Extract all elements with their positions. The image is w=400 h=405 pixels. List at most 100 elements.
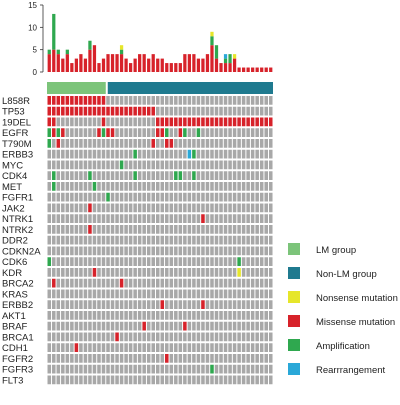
cell-none xyxy=(97,332,101,342)
cell-none xyxy=(155,203,160,213)
cell-none xyxy=(106,321,110,331)
bar-segment-missense xyxy=(83,58,88,72)
cell-none xyxy=(183,300,187,309)
legend-swatch-nonlm xyxy=(288,267,300,279)
cell-none xyxy=(192,235,196,245)
cell-none xyxy=(205,235,210,245)
bar-segment-amplification xyxy=(65,49,69,55)
legend-label-amplification: Amplification xyxy=(316,341,370,352)
cell-none xyxy=(210,225,214,234)
cell-none xyxy=(137,139,142,148)
cell-none xyxy=(205,364,210,374)
cell-none xyxy=(97,300,101,309)
cell-none xyxy=(174,289,178,299)
cell-none xyxy=(268,214,273,223)
cell-missense xyxy=(183,321,187,331)
cell-none xyxy=(205,246,210,256)
bar-segment-missense xyxy=(79,54,83,72)
cell-none xyxy=(214,268,219,277)
cell-none xyxy=(214,343,219,352)
cell-none xyxy=(142,332,146,342)
cell-none xyxy=(192,321,196,331)
cell-none xyxy=(246,160,250,170)
cell-none xyxy=(65,203,70,213)
cell-none xyxy=(250,321,255,331)
cell-none xyxy=(219,149,223,159)
cell-none xyxy=(133,311,137,320)
cell-none xyxy=(223,343,228,352)
cell-none xyxy=(128,332,133,342)
cell-none xyxy=(237,128,241,137)
cell-missense xyxy=(92,96,97,105)
cell-none xyxy=(70,139,74,148)
cell-missense xyxy=(201,214,205,223)
cell-none xyxy=(47,160,52,170)
cell-none xyxy=(74,332,79,342)
cell-none xyxy=(246,128,250,137)
cell-none xyxy=(110,182,115,191)
cell-amplification xyxy=(196,128,201,137)
cell-none xyxy=(52,139,56,148)
cell-none xyxy=(61,289,65,299)
cell-none xyxy=(250,160,255,170)
cell-none xyxy=(210,311,214,320)
gene-label: AKT1 xyxy=(2,311,26,322)
cell-none xyxy=(119,311,124,320)
bar-segment-amplification xyxy=(56,49,60,55)
cell-none xyxy=(241,203,246,213)
bar-segment-amplification xyxy=(88,40,92,50)
cell-none xyxy=(223,139,228,148)
cell-none xyxy=(101,311,106,320)
cell-none xyxy=(210,203,214,213)
cell-none xyxy=(246,332,250,342)
cell-none xyxy=(106,364,110,374)
cell-none xyxy=(119,289,124,299)
cell-none xyxy=(79,364,83,374)
cell-none xyxy=(101,225,106,234)
cell-none xyxy=(106,171,110,180)
gene-label: CDK4 xyxy=(2,171,27,182)
cell-none xyxy=(201,343,205,352)
bar-segment-missense xyxy=(106,54,110,72)
cell-amplification xyxy=(47,128,52,137)
cell-none xyxy=(142,225,146,234)
cell-none xyxy=(133,203,137,213)
cell-none xyxy=(106,214,110,223)
cell-none xyxy=(160,160,165,170)
cell-none xyxy=(241,246,246,256)
cell-none xyxy=(160,311,165,320)
cell-none xyxy=(160,106,165,116)
cell-none xyxy=(178,343,183,352)
cell-none xyxy=(92,225,97,234)
cell-none xyxy=(205,311,210,320)
cell-none xyxy=(52,300,56,309)
cell-none xyxy=(228,192,232,202)
cell-missense xyxy=(205,117,210,127)
cell-none xyxy=(174,268,178,277)
cell-missense xyxy=(101,106,106,116)
cell-none xyxy=(56,332,61,342)
cell-missense xyxy=(65,96,70,105)
cell-none xyxy=(178,375,183,385)
cell-none xyxy=(241,139,246,148)
cell-none xyxy=(124,96,128,105)
cell-none xyxy=(246,311,250,320)
cell-none xyxy=(187,321,192,331)
cell-none xyxy=(88,268,92,277)
cell-none xyxy=(192,375,196,385)
cell-none xyxy=(83,354,88,363)
cell-none xyxy=(115,375,119,385)
bar-segment-missense xyxy=(183,54,187,72)
cell-none xyxy=(196,332,201,342)
cell-none xyxy=(65,343,70,352)
gene-label: JAK2 xyxy=(2,203,25,214)
cell-none xyxy=(70,311,74,320)
cell-none xyxy=(119,182,124,191)
cell-none xyxy=(228,160,232,170)
cell-none xyxy=(160,235,165,245)
cell-none xyxy=(124,225,128,234)
cell-none xyxy=(79,182,83,191)
cell-none xyxy=(88,343,92,352)
cell-none xyxy=(196,171,201,180)
cell-missense xyxy=(196,117,201,127)
